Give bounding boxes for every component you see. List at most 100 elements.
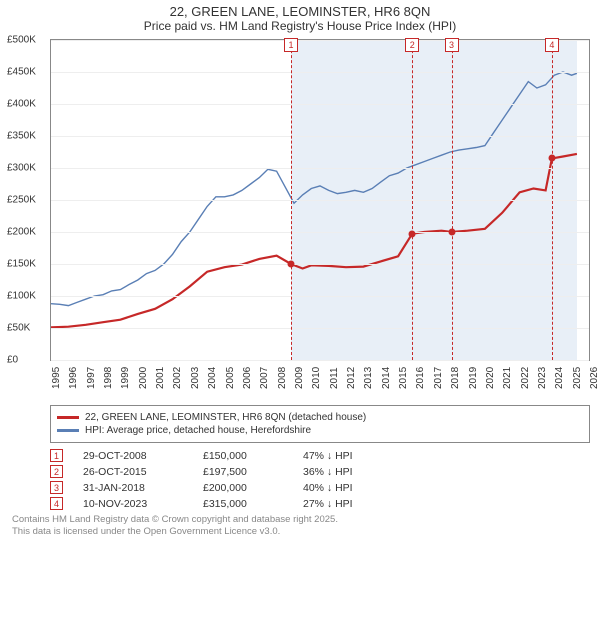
legend-swatch-hpi: [57, 429, 79, 432]
x-tick-label: 2003: [190, 367, 201, 389]
x-tick-label: 2019: [468, 367, 479, 389]
x-tick-label: 2006: [242, 367, 253, 389]
x-tick-label: 2008: [277, 367, 288, 389]
x-tick-label: 2011: [329, 367, 340, 389]
y-tick-label: £100K: [7, 291, 36, 302]
event-marker-2: 2: [405, 38, 419, 52]
series-hpi: [51, 72, 577, 306]
sale-marker-4: 4: [50, 497, 63, 510]
y-tick-label: £450K: [7, 67, 36, 78]
event-vline: [291, 40, 292, 360]
sale-dot: [448, 229, 455, 236]
sale-row-1: 1 29-OCT-2008 £150,000 47% ↓ HPI: [50, 449, 590, 462]
legend-swatch-property: [57, 416, 79, 419]
sales-table: 1 29-OCT-2008 £150,000 47% ↓ HPI 2 26-OCT-201…: [50, 449, 590, 510]
ygrid-line: [51, 264, 589, 265]
ygrid-line: [51, 40, 589, 41]
x-tick-label: 2013: [363, 367, 374, 389]
chart-subtitle: Price paid vs. HM Land Registry's House …: [0, 19, 600, 33]
x-tick-label: 2002: [172, 367, 183, 389]
ygrid-line: [51, 104, 589, 105]
legend: 22, GREEN LANE, LEOMINSTER, HR6 8QN (det…: [50, 405, 590, 443]
sale-row-3: 3 31-JAN-2018 £200,000 40% ↓ HPI: [50, 481, 590, 494]
legend-row-hpi: HPI: Average price, detached house, Here…: [57, 425, 583, 436]
x-tick-label: 2018: [450, 367, 461, 389]
x-tick-label: 2017: [433, 367, 444, 389]
sale-price: £200,000: [203, 482, 283, 494]
y-tick-label: £0: [7, 355, 18, 366]
legend-row-property: 22, GREEN LANE, LEOMINSTER, HR6 8QN (det…: [57, 412, 583, 423]
sale-date: 10-NOV-2023: [83, 498, 183, 510]
x-tick-label: 2007: [259, 367, 270, 389]
x-tick-label: 2012: [346, 367, 357, 389]
attribution-line2: This data is licensed under the Open Gov…: [12, 526, 590, 538]
event-marker-1: 1: [284, 38, 298, 52]
x-tick-label: 2025: [572, 367, 583, 389]
x-tick-label: 2004: [207, 367, 218, 389]
x-tick-label: 2023: [537, 367, 548, 389]
sale-price: £315,000: [203, 498, 283, 510]
sale-pct: 47% ↓ HPI: [303, 450, 393, 462]
sale-pct: 40% ↓ HPI: [303, 482, 393, 494]
event-marker-3: 3: [445, 38, 459, 52]
x-tick-label: 2014: [381, 367, 392, 389]
x-tick-label: 2009: [294, 367, 305, 389]
ygrid-line: [51, 168, 589, 169]
sale-row-2: 2 26-OCT-2015 £197,500 36% ↓ HPI: [50, 465, 590, 478]
chart-frame: £0£50K£100K£150K£200K£250K£300K£350K£400…: [50, 39, 590, 361]
y-tick-label: £400K: [7, 99, 36, 110]
x-tick-label: 1999: [120, 367, 131, 389]
y-tick-label: £350K: [7, 131, 36, 142]
ygrid-line: [51, 72, 589, 73]
ygrid-line: [51, 200, 589, 201]
y-tick-label: £50K: [7, 323, 30, 334]
plot-area: £0£50K£100K£150K£200K£250K£300K£350K£400…: [51, 40, 589, 360]
sale-price: £197,500: [203, 466, 283, 478]
legend-label-property: 22, GREEN LANE, LEOMINSTER, HR6 8QN (det…: [85, 412, 366, 423]
x-tick-label: 2000: [138, 367, 149, 389]
y-tick-label: £250K: [7, 195, 36, 206]
sale-marker-1: 1: [50, 449, 63, 462]
x-tick-label: 1998: [103, 367, 114, 389]
sale-marker-2: 2: [50, 465, 63, 478]
x-tick-label: 2001: [155, 367, 166, 389]
sale-date: 31-JAN-2018: [83, 482, 183, 494]
ygrid-line: [51, 136, 589, 137]
sale-dot: [409, 230, 416, 237]
x-tick-label: 1995: [51, 367, 62, 389]
x-tick-label: 2015: [398, 367, 409, 389]
ygrid-line: [51, 360, 589, 361]
sale-pct: 36% ↓ HPI: [303, 466, 393, 478]
x-tick-label: 1997: [86, 367, 97, 389]
attribution-line1: Contains HM Land Registry data © Crown c…: [12, 514, 590, 526]
x-tick-label: 2026: [589, 367, 600, 389]
x-tick-label: 2024: [554, 367, 565, 389]
event-vline: [552, 40, 553, 360]
event-vline: [452, 40, 453, 360]
ygrid-line: [51, 328, 589, 329]
sale-price: £150,000: [203, 450, 283, 462]
y-tick-label: £500K: [7, 35, 36, 46]
sale-dot: [288, 261, 295, 268]
ygrid-line: [51, 296, 589, 297]
sale-date: 29-OCT-2008: [83, 450, 183, 462]
x-tick-label: 2020: [485, 367, 496, 389]
event-vline: [412, 40, 413, 360]
x-tick-label: 2022: [520, 367, 531, 389]
ygrid-line: [51, 232, 589, 233]
x-tick-label: 2021: [502, 367, 513, 389]
attribution: Contains HM Land Registry data © Crown c…: [12, 514, 590, 539]
chart-title: 22, GREEN LANE, LEOMINSTER, HR6 8QN: [0, 4, 600, 19]
y-tick-label: £300K: [7, 163, 36, 174]
y-tick-label: £150K: [7, 259, 36, 270]
sale-date: 26-OCT-2015: [83, 466, 183, 478]
legend-label-hpi: HPI: Average price, detached house, Here…: [85, 425, 311, 436]
y-tick-label: £200K: [7, 227, 36, 238]
x-tick-label: 2016: [415, 367, 426, 389]
sale-pct: 27% ↓ HPI: [303, 498, 393, 510]
sale-marker-3: 3: [50, 481, 63, 494]
x-tick-label: 2010: [311, 367, 322, 389]
sale-dot: [548, 155, 555, 162]
x-tick-label: 2005: [225, 367, 236, 389]
x-tick-label: 1996: [68, 367, 79, 389]
